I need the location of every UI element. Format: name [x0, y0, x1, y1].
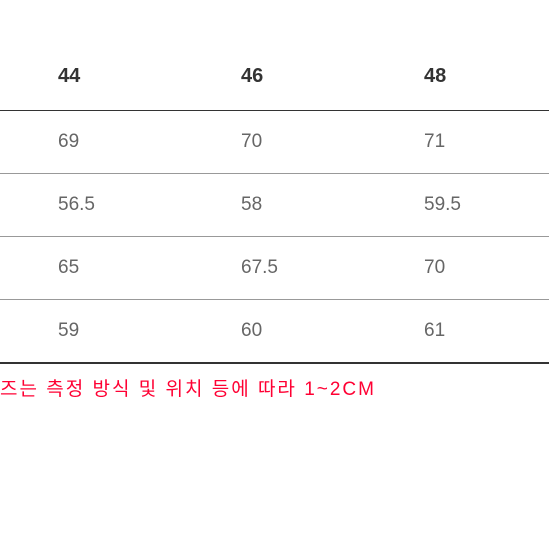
table-cell: 56.5 [0, 174, 183, 237]
column-header: 48 [366, 45, 549, 111]
table-cell: 65 [0, 237, 183, 300]
table-row: 69 70 71 [0, 111, 549, 174]
table-cell: 70 [366, 237, 549, 300]
table-cell: 59 [0, 300, 183, 364]
table-cell: 61 [366, 300, 549, 364]
table-row: 59 60 61 [0, 300, 549, 364]
table-row: 65 67.5 70 [0, 237, 549, 300]
size-table-container: 44 46 48 69 70 71 56.5 58 59.5 65 67.5 7… [0, 0, 549, 401]
table-cell: 58 [183, 174, 366, 237]
table-cell: 60 [183, 300, 366, 364]
table-cell: 67.5 [183, 237, 366, 300]
table-cell: 71 [366, 111, 549, 174]
table-header-row: 44 46 48 [0, 45, 549, 111]
size-table: 44 46 48 69 70 71 56.5 58 59.5 65 67.5 7… [0, 45, 549, 364]
column-header: 44 [0, 45, 183, 111]
measurement-note: 즈는 측정 방식 및 위치 등에 따라 1~2CM [0, 364, 549, 401]
column-header: 46 [183, 45, 366, 111]
table-cell: 70 [183, 111, 366, 174]
table-cell: 59.5 [366, 174, 549, 237]
table-row: 56.5 58 59.5 [0, 174, 549, 237]
table-cell: 69 [0, 111, 183, 174]
